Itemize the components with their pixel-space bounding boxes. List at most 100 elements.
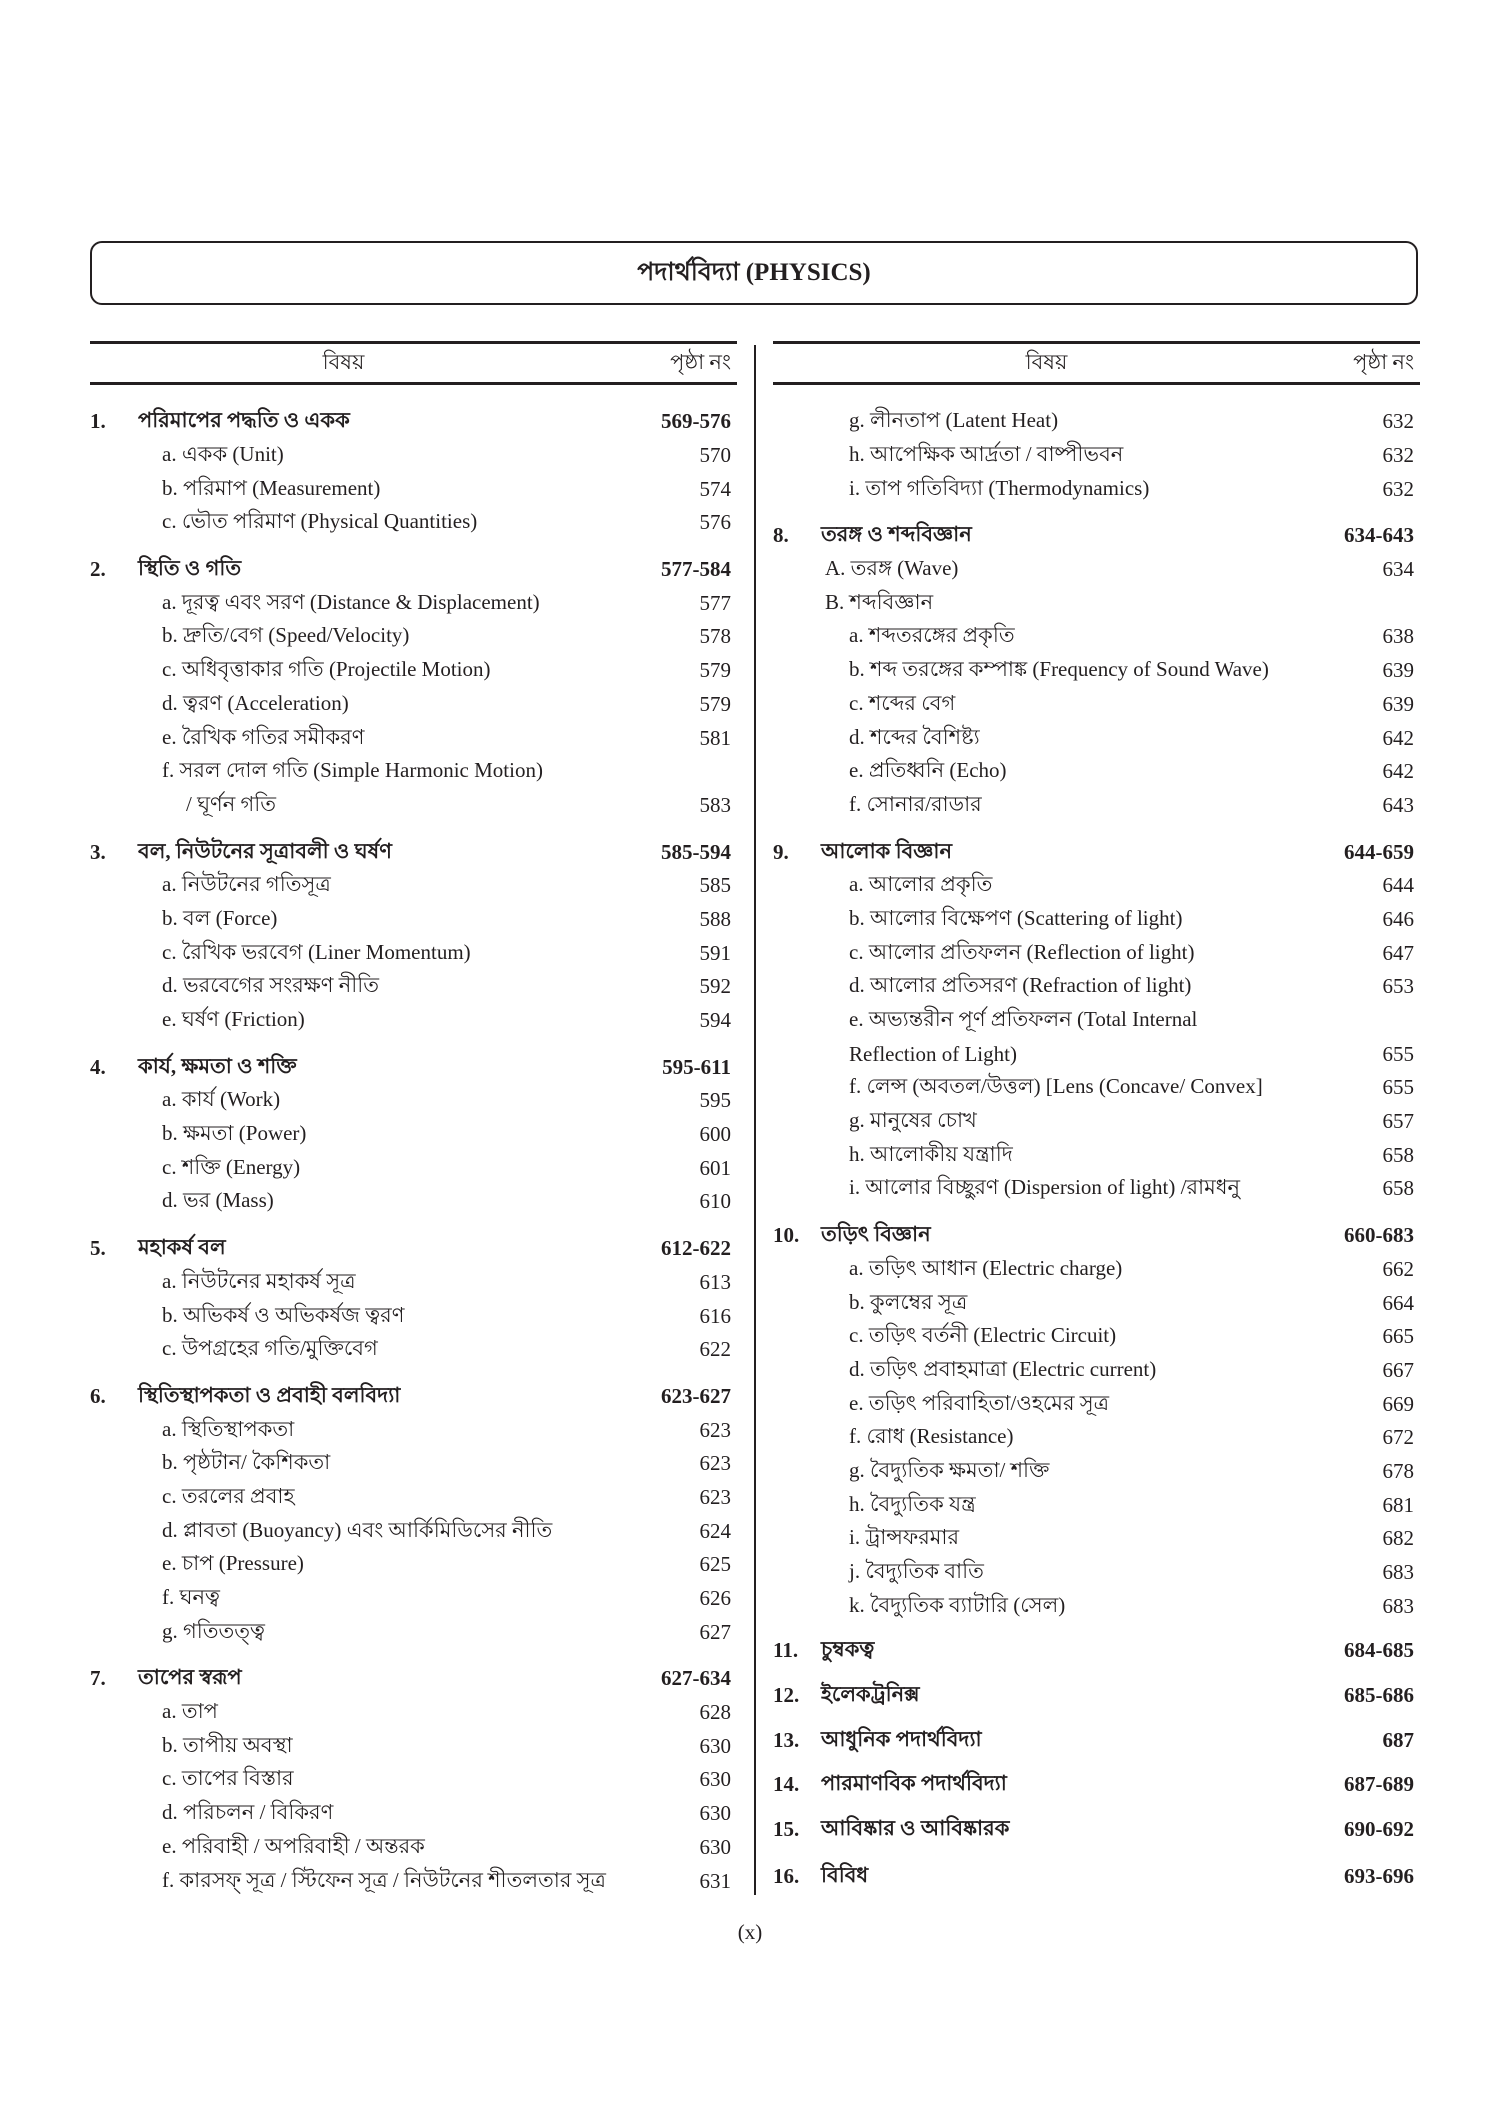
toc-entry-title: g. গতিতত্ত্ব: [162, 1618, 265, 1643]
page-number-cell: 630: [699, 1834, 732, 1859]
toc-entry-title: d. ভরবেগের সংরক্ষণ নীতি: [162, 973, 380, 998]
toc-item-row: g. মানুষের চোখ 657: [773, 1105, 1420, 1139]
toc-entry-title: a. নিউটনের মহাকর্ষ সূত্র: [162, 1268, 356, 1293]
page-number-cell: 630: [699, 1801, 732, 1826]
page-number-cell: 622: [699, 1337, 732, 1362]
toc-entry-title: কার্য, ক্ষমতা ও শক্তি: [138, 1053, 297, 1078]
toc-entry-title: c. শক্তি (Energy): [162, 1154, 301, 1179]
toc-section-row: 10. তড়িৎ বিজ্ঞান 660-683: [773, 1219, 1420, 1253]
toc-item-row: d. শব্দের বৈশিষ্ট্য 642: [773, 721, 1420, 755]
toc-entry-title: c. অধিবৃত্তাকার গতি (Projectile Motion): [162, 657, 491, 682]
toc-entry-title: f. সরল দোল গতি (Simple Harmonic Motion): [162, 758, 543, 783]
toc-item-row: b. দ্রুতি/বেগ (Speed/Velocity) 578: [90, 620, 737, 654]
toc-item-row: d. তড়িৎ প্রবাহমাত্রা (Electric current)…: [773, 1354, 1420, 1388]
toc-item-row: b. তাপীয় অবস্থা 630: [90, 1729, 737, 1763]
toc-entry-title: e. প্রতিধ্বনি (Echo): [849, 758, 1007, 783]
toc-entry-title: a. শব্দতরঙ্গের প্রকৃতি: [849, 623, 1015, 648]
section-number: 14.: [773, 1772, 800, 1797]
toc-entry-title: স্থিতি ও গতি: [138, 556, 242, 581]
toc-item-row: h. আপেক্ষিক আর্দ্রতা / বাষ্পীভবন 632: [773, 439, 1420, 473]
toc-entry-title: চুম্বকত্ব: [821, 1637, 875, 1662]
page-number-cell: 591: [699, 940, 732, 965]
toc-item-row: d. ত্বরণ (Acceleration) 579: [90, 688, 737, 722]
page-number-cell: 624: [699, 1518, 732, 1543]
toc-item-row: d. প্লাবতা (Buoyancy) এবং আর্কিমিডিসের ন…: [90, 1514, 737, 1548]
page-number-cell: 625: [699, 1552, 732, 1577]
page-header: পৃষ্ঠা নং: [670, 349, 731, 374]
toc-entry-title: i. ট্রান্সফরমার: [849, 1525, 960, 1550]
toc-entry-title: B. শব্দবিজ্ঞান: [825, 589, 934, 614]
page-number-cell: 634-643: [1344, 523, 1414, 548]
toc-item-row: a. কার্য (Work) 595: [90, 1084, 737, 1118]
toc-item-row: b. বল (Force) 588: [90, 903, 737, 937]
page-number-cell: 690-692: [1344, 1817, 1414, 1842]
toc-entry-title: b. তাপীয় অবস্থা: [162, 1732, 293, 1757]
page-number-cell: 662: [1382, 1256, 1415, 1281]
table-header: বিষয় পৃষ্ঠা নং: [773, 341, 1420, 385]
page-number-cell: 576: [699, 510, 732, 535]
toc-entry-title: j. বৈদ্যুতিক বাতি: [849, 1559, 984, 1584]
toc-item-row: h. বৈদ্যুতিক যন্ত্র 681: [773, 1488, 1420, 1522]
page-number-cell: 693-696: [1344, 1863, 1414, 1888]
toc-section-row: 13. আধুনিক পদার্থবিদ্যা 687: [773, 1723, 1420, 1757]
toc-entry-title: b. দ্রুতি/বেগ (Speed/Velocity): [162, 623, 410, 648]
toc-item-row: c. শব্দের বেগ 639: [773, 688, 1420, 722]
toc-entry-title: Reflection of Light): [849, 1041, 1017, 1066]
toc-item-row: / ঘূর্ণন গতি 583: [90, 789, 737, 823]
toc-entry-title: আলোক বিজ্ঞান: [821, 838, 953, 863]
page-number-cell: 664: [1382, 1290, 1415, 1315]
table-header: বিষয় পৃষ্ঠা নং: [90, 341, 737, 385]
toc-item-row: e. প্রতিধ্বনি (Echo) 642: [773, 755, 1420, 789]
toc-item-row: B. শব্দবিজ্ঞান: [773, 586, 1420, 620]
toc-entry-title: d. পরিচলন / বিকিরণ: [162, 1800, 334, 1825]
toc-entry-title: আবিষ্কার ও আবিষ্কারক: [821, 1816, 1010, 1841]
toc-entry-title: পরিমাপের পদ্ধতি ও একক: [138, 408, 350, 433]
page-number-cell: 579: [699, 691, 732, 716]
toc-item-row: c. তড়িৎ বর্তনী (Electric Circuit) 665: [773, 1320, 1420, 1354]
toc-entry-title: e. পরিবাহী / অপরিবাহী / অন্তরক: [162, 1833, 425, 1858]
toc-item-row: c. তরলের প্রবাহ 623: [90, 1481, 737, 1515]
section-number: 7.: [90, 1666, 106, 1691]
toc-item-row: a. আলোর প্রকৃতি 644: [773, 869, 1420, 903]
toc-entry-title: i. তাপ গতিবিদ্যা (Thermodynamics): [849, 475, 1150, 500]
toc-entry-title: g. মানুষের চোখ: [849, 1108, 977, 1133]
toc-section-row: 7. তাপের স্বরূপ 627-634: [90, 1662, 737, 1696]
page-number-cell: 626: [699, 1586, 732, 1611]
page-number-cell: 638: [1382, 624, 1415, 649]
toc-section-row: 14. পারমাণবিক পদার্থবিদ্যা 687-689: [773, 1768, 1420, 1802]
page-number-cell: 653: [1382, 974, 1415, 999]
page-number-cell: 628: [699, 1700, 732, 1725]
toc-entry-title: e. রৈখিক গতির সমীকরণ: [162, 724, 365, 749]
toc-section-row: 16. বিবিধ 693-696: [773, 1860, 1420, 1894]
toc-entry-title: A. তরঙ্গ (Wave): [825, 556, 959, 581]
page-number-cell: 632: [1382, 409, 1415, 434]
toc-item-row: c. শক্তি (Energy) 601: [90, 1151, 737, 1185]
column-divider: [754, 345, 756, 1895]
page-number-cell: 630: [699, 1733, 732, 1758]
toc-section-row: 12. ইলেকট্রনিক্স 685-686: [773, 1679, 1420, 1713]
toc-item-row: a. শব্দতরঙ্গের প্রকৃতি 638: [773, 620, 1420, 654]
toc-entry-title: বল, নিউটনের সূত্রাবলী ও ঘর্ষণ: [138, 838, 392, 863]
toc-item-row: f. ঘনত্ব 626: [90, 1582, 737, 1616]
toc-entry-title: c. তরলের প্রবাহ: [162, 1483, 295, 1508]
toc-item-row: d. পরিচলন / বিকিরণ 630: [90, 1797, 737, 1831]
page-number-cell: 585: [699, 873, 732, 898]
toc-item-row: i. তাপ গতিবিদ্যা (Thermodynamics) 632: [773, 472, 1420, 506]
toc-entry-title: আধুনিক পদার্থবিদ্যা: [821, 1726, 982, 1751]
toc-entry-title: d. ভর (Mass): [162, 1188, 274, 1213]
toc-entry-title: b. ক্ষমতা (Power): [162, 1121, 307, 1146]
page-number-cell: 687: [1382, 1727, 1415, 1752]
page-number-cell: 630: [699, 1767, 732, 1792]
toc-entry-title: a. একক (Unit): [162, 442, 284, 467]
page-number-cell: 594: [699, 1008, 732, 1033]
toc-entry-title: d. ত্বরণ (Acceleration): [162, 690, 349, 715]
section-number: 5.: [90, 1236, 106, 1261]
page-number-cell: 623: [699, 1451, 732, 1476]
toc-entry-title: e. চাপ (Pressure): [162, 1551, 304, 1576]
toc-item-row: g. লীনতাপ (Latent Heat) 632: [773, 405, 1420, 439]
toc-left-column: বিষয় পৃষ্ঠা নং 1. পরিমাপের পদ্ধতি ও একক 5…: [90, 341, 737, 1898]
toc-rows: g. লীনতাপ (Latent Heat) 632 h. আপেক্ষিক আর…: [773, 385, 1420, 1893]
toc-right-column: বিষয় পৃষ্ঠা নং g. লীনতাপ (Latent Heat) 6…: [773, 341, 1420, 1893]
toc-entry-title: c. রৈখিক ভরবেগ (Liner Momentum): [162, 939, 471, 964]
page-number-cell: 588: [699, 906, 732, 931]
